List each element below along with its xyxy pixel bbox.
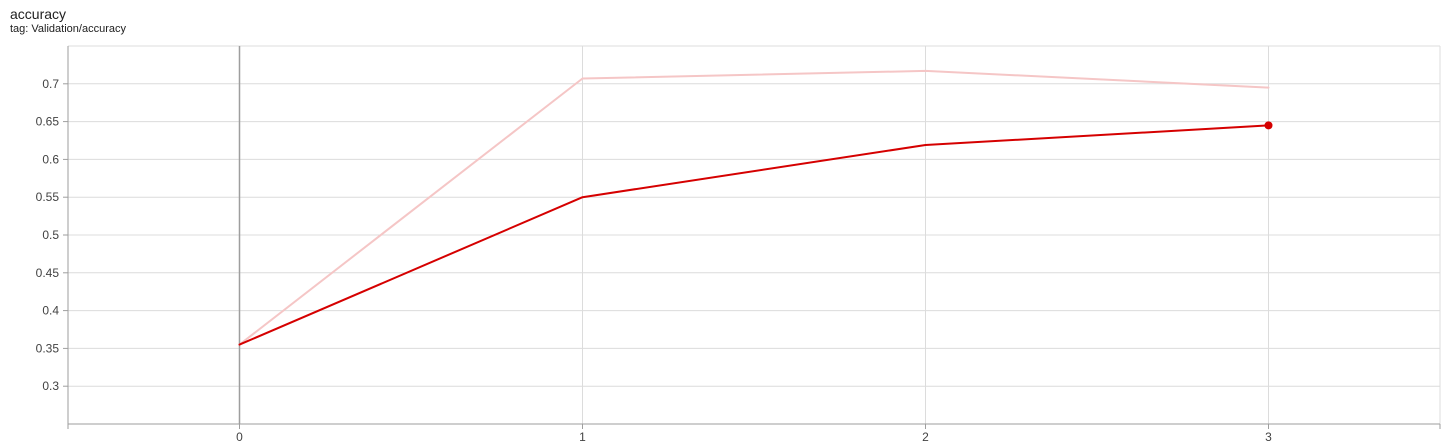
highlighted-data-point <box>1264 121 1273 130</box>
y-tick-label: 0.55 <box>36 190 60 204</box>
y-tick-label: 0.5 <box>42 228 59 242</box>
x-tick-label: 3 <box>1265 430 1272 442</box>
chart-title: accuracy <box>10 6 67 22</box>
grid-lines <box>68 45 1441 424</box>
y-tick-label: 0.35 <box>36 341 60 355</box>
y-tick-label: 0.7 <box>42 77 59 91</box>
chart-subtitle: tag: Validation/accuracy <box>10 23 126 35</box>
raw-series-line <box>238 69 1270 346</box>
x-tick-label: 2 <box>922 430 929 442</box>
y-tick-label: 0.45 <box>36 266 60 280</box>
y-tick-label: 0.3 <box>42 379 59 393</box>
axes <box>63 46 1441 429</box>
tick-labels: 0.3 0.35 0.4 0.45 0.5 0.55 0.6 0.65 0.7 0 1 2 3 <box>36 77 1273 442</box>
y-tick-label: 0.65 <box>36 115 60 129</box>
x-tick-label: 1 <box>579 430 586 442</box>
smoothed-series-line <box>238 124 1270 346</box>
y-tick-label: 0.6 <box>42 152 59 166</box>
chart-header: accuracy tag: Validation/accuracy <box>10 6 126 36</box>
x-tick-label: 0 <box>236 430 243 442</box>
series-lines <box>238 69 1270 346</box>
y-tick-label: 0.4 <box>42 304 59 318</box>
highlighted-points <box>1264 121 1273 130</box>
